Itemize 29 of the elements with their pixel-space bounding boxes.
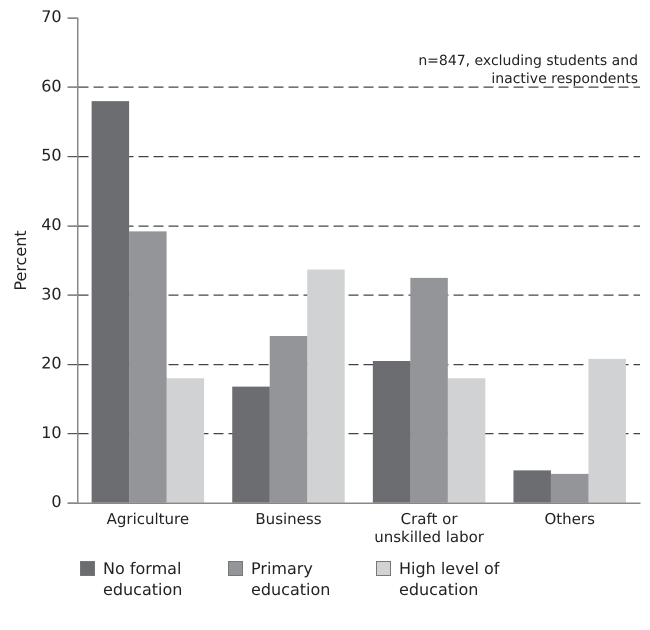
y-tick-label: 0 [51, 492, 62, 512]
legend-label: Primary education [251, 558, 332, 600]
bar [92, 101, 130, 502]
y-axis-title: Percent [10, 230, 30, 291]
bar [232, 386, 270, 502]
y-tick-label: 70 [41, 7, 62, 26]
legend-label: High level of education [399, 558, 501, 600]
bar [372, 360, 410, 502]
bar [307, 270, 345, 502]
x-tick-label: Craft or unskilled labor [374, 510, 485, 546]
bar [166, 378, 204, 502]
y-tick-label: 10 [41, 422, 62, 442]
y-tick-label: 40 [41, 215, 62, 234]
annotation: n=847, excluding students and inactive respondents [417, 52, 638, 88]
legend-label: No formal education [103, 558, 184, 600]
x-tick-label: Others [544, 510, 596, 528]
y-tick-label: 30 [41, 284, 62, 304]
x-tick-label: Business [255, 510, 322, 528]
y-tick-label: 50 [41, 146, 62, 165]
bar [588, 358, 626, 502]
bar [129, 231, 167, 502]
y-tick-label: 60 [41, 76, 62, 96]
bar [270, 336, 308, 502]
bar [448, 378, 486, 502]
x-tick-label: Agriculture [106, 510, 190, 528]
bar [513, 470, 551, 502]
bar [410, 278, 448, 502]
bar [550, 474, 588, 502]
y-tick-label: 20 [41, 354, 62, 373]
